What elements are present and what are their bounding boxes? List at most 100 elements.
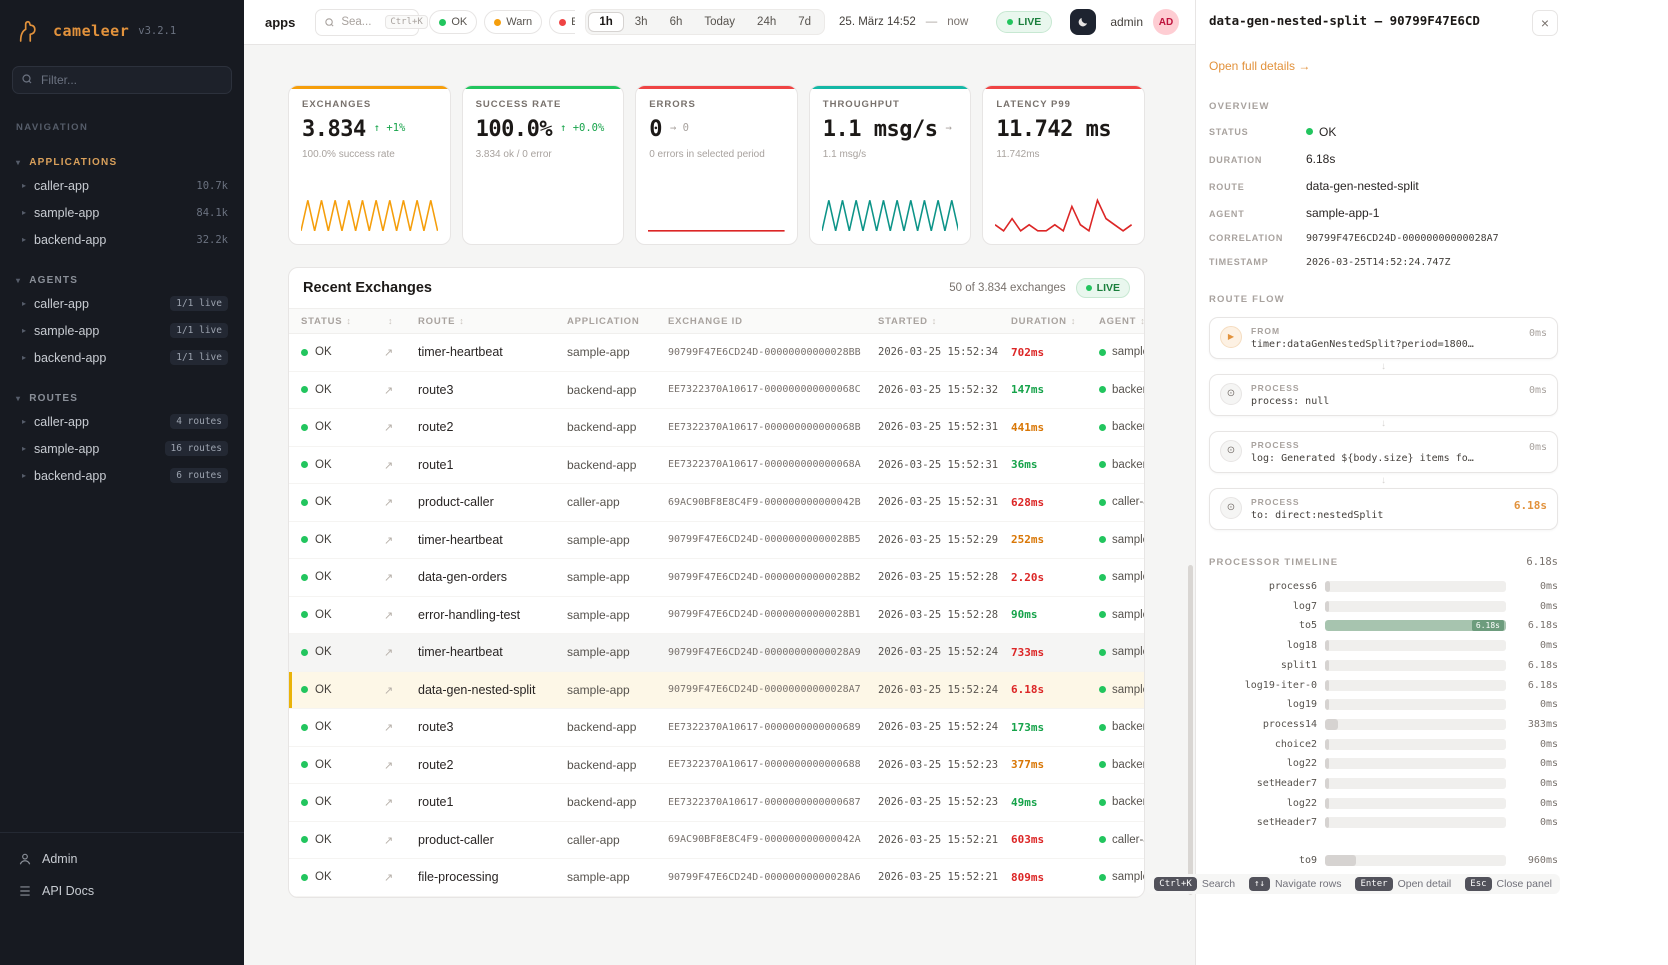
timeline-track[interactable]	[1325, 679, 1506, 691]
open-exchange-icon[interactable]: ↗	[384, 572, 394, 585]
sidebar-item[interactable]: ▸ sample-app 1/1 live	[0, 317, 244, 344]
scrollbar-thumb[interactable]	[1188, 565, 1193, 895]
time-range-button[interactable]: 6h	[659, 12, 694, 32]
table-row[interactable]: OK ↗ data-gen-nested-split sample-app 90…	[289, 671, 1144, 709]
open-exchange-icon[interactable]: ↗	[384, 459, 394, 472]
open-full-details-link[interactable]: Open full details →	[1209, 58, 1311, 73]
timeline-track[interactable]	[1325, 855, 1506, 867]
sidebar-item[interactable]: ▸ sample-app 84.1k	[0, 199, 244, 226]
global-search[interactable]: Ctrl+K	[315, 8, 428, 36]
table-row[interactable]: OK ↗ error-handling-test sample-app 9079…	[289, 597, 1144, 634]
table-row[interactable]: OK ↗ timer-heartbeat sample-app 90799F47…	[289, 634, 1144, 672]
route-flow-step[interactable]: ⊙ PROCESS process: null 0ms	[1209, 373, 1558, 416]
timeline-track[interactable]: 6.18s	[1325, 620, 1506, 632]
sidebar-item[interactable]: ▸ caller-app 10.7k	[0, 172, 244, 199]
open-exchange-icon[interactable]: ↗	[384, 422, 394, 435]
sidebar-section-header[interactable]: ▾ ROUTES	[0, 389, 244, 408]
timeline-track[interactable]	[1325, 600, 1506, 612]
row-action-cell[interactable]: ↗	[372, 793, 406, 811]
open-exchange-icon[interactable]: ↗	[384, 497, 394, 510]
sidebar-section-header[interactable]: ▾ APPLICATIONS	[0, 153, 244, 172]
row-action-cell[interactable]: ↗	[372, 381, 406, 399]
logo-row[interactable]: cameleer v3.2.1	[0, 0, 244, 54]
close-panel-button[interactable]: ×	[1532, 10, 1558, 36]
sidebar-item[interactable]: ▸ sample-app 16 routes	[0, 435, 244, 462]
status-filter-chip[interactable]: Error	[549, 10, 576, 34]
status-filter-chip[interactable]: OK	[429, 10, 478, 34]
time-range-button[interactable]: 1h	[588, 12, 624, 32]
sidebar-item[interactable]: ▸ backend-app 32.2k	[0, 226, 244, 253]
open-exchange-icon[interactable]: ↗	[384, 797, 394, 810]
time-range-button[interactable]: 3h	[624, 12, 659, 32]
row-action-cell[interactable]: ↗	[372, 868, 406, 886]
search-input[interactable]	[341, 16, 380, 28]
time-range-button[interactable]: Today	[693, 12, 746, 32]
row-action-cell[interactable]: ↗	[372, 418, 406, 436]
table-row[interactable]: OK ↗ product-caller caller-app 69AC90BF8…	[289, 822, 1144, 859]
timeline-track[interactable]	[1325, 777, 1506, 789]
table-column-header[interactable]: DURATION ↕	[999, 316, 1087, 327]
row-action-cell[interactable]: ↗	[372, 456, 406, 474]
row-action-cell[interactable]: ↗	[372, 681, 406, 699]
table-row[interactable]: OK ↗ data-gen-orders sample-app 90799F47…	[289, 559, 1144, 597]
timeline-track[interactable]	[1325, 699, 1506, 711]
route-flow-step[interactable]: ⊙ PROCESS log: Generated ${body.size} it…	[1209, 430, 1558, 473]
status-filter-chip[interactable]: Warn	[484, 10, 543, 34]
table-row[interactable]: OK ↗ timer-heartbeat sample-app 90799F47…	[289, 522, 1144, 559]
open-exchange-icon[interactable]: ↗	[384, 347, 394, 360]
table-column-header[interactable]: STARTED ↕	[866, 316, 999, 327]
open-exchange-icon[interactable]: ↗	[384, 647, 394, 660]
table-column-header[interactable]: EXCHANGE ID	[656, 316, 866, 327]
sidebar-item[interactable]: ▸ caller-app 4 routes	[0, 408, 244, 435]
table-row[interactable]: OK ↗ route2 backend-app EE7322370A10617-…	[289, 409, 1144, 447]
sidebar-section-header[interactable]: ▾ AGENTS	[0, 271, 244, 290]
row-action-cell[interactable]: ↗	[372, 493, 406, 511]
live-toggle[interactable]: LIVE	[995, 11, 1053, 33]
timeline-track[interactable]	[1325, 738, 1506, 750]
table-column-header[interactable]: APPLICATION	[555, 316, 656, 327]
time-range-button[interactable]: 24h	[746, 12, 787, 32]
table-column-header[interactable]: STATUS ↕	[289, 316, 372, 327]
kpi-card[interactable]: SUCCESS RATE 100.0% ↑ +0.0% 3.834 ok / 0…	[461, 85, 625, 245]
row-action-cell[interactable]: ↗	[372, 756, 406, 774]
table-row[interactable]: OK ↗ route2 backend-app EE7322370A10617-…	[289, 747, 1144, 784]
table-row[interactable]: OK ↗ route3 backend-app EE7322370A10617-…	[289, 372, 1144, 409]
table-row[interactable]: OK ↗ file-processing sample-app 90799F47…	[289, 859, 1144, 897]
open-exchange-icon[interactable]: ↗	[384, 384, 394, 397]
kpi-card[interactable]: EXCHANGES 3.834 ↑ +1% 100.0% success rat…	[288, 85, 451, 245]
time-range-button[interactable]: 7d	[787, 12, 822, 32]
open-exchange-icon[interactable]: ↗	[384, 609, 394, 622]
row-action-cell[interactable]: ↗	[372, 343, 406, 361]
kpi-card[interactable]: LATENCY P99 11.742 ms 11.742ms	[982, 85, 1145, 245]
route-flow-step[interactable]: ▶ FROM timer:dataGenNestedSplit?period=1…	[1209, 316, 1558, 359]
table-row[interactable]: OK ↗ timer-heartbeat sample-app 90799F47…	[289, 334, 1144, 372]
table-column-header[interactable]: ROUTE ↕	[406, 316, 555, 327]
sidebar-item-api-docs[interactable]: API Docs	[0, 875, 244, 907]
sidebar-filter-input[interactable]	[12, 66, 232, 94]
table-row[interactable]: OK ↗ product-caller caller-app 69AC90BF8…	[289, 484, 1144, 522]
open-exchange-icon[interactable]: ↗	[384, 722, 394, 735]
row-action-cell[interactable]: ↗	[372, 718, 406, 736]
table-row[interactable]: OK ↗ route1 backend-app EE7322370A10617-…	[289, 447, 1144, 484]
open-exchange-icon[interactable]: ↗	[384, 872, 394, 885]
table-column-header[interactable]: ↕	[372, 316, 406, 326]
dark-mode-toggle[interactable]	[1070, 9, 1097, 35]
sidebar-item[interactable]: ▸ backend-app 1/1 live	[0, 344, 244, 371]
timeline-track[interactable]	[1325, 659, 1506, 671]
row-action-cell[interactable]: ↗	[372, 531, 406, 549]
date-range-label[interactable]: 25. März 14:52	[839, 16, 916, 28]
timeline-track[interactable]	[1325, 758, 1506, 770]
timeline-track[interactable]	[1325, 718, 1506, 730]
row-action-cell[interactable]: ↗	[372, 606, 406, 624]
route-flow-step[interactable]: ⊙ PROCESS to: direct:nestedSplit 6.18s	[1209, 487, 1558, 530]
avatar[interactable]: AD	[1153, 9, 1179, 35]
kpi-card[interactable]: ERRORS 0 → 0 0 errors in selected period	[635, 85, 798, 245]
sidebar-item[interactable]: ▸ backend-app 6 routes	[0, 462, 244, 489]
open-exchange-icon[interactable]: ↗	[384, 684, 394, 697]
sidebar-item[interactable]: ▸ caller-app 1/1 live	[0, 290, 244, 317]
timeline-track[interactable]	[1325, 797, 1506, 809]
sidebar-item-admin[interactable]: Admin	[0, 843, 244, 875]
row-action-cell[interactable]: ↗	[372, 568, 406, 586]
table-row[interactable]: OK ↗ route1 backend-app EE7322370A10617-…	[289, 784, 1144, 822]
open-exchange-icon[interactable]: ↗	[384, 759, 394, 772]
